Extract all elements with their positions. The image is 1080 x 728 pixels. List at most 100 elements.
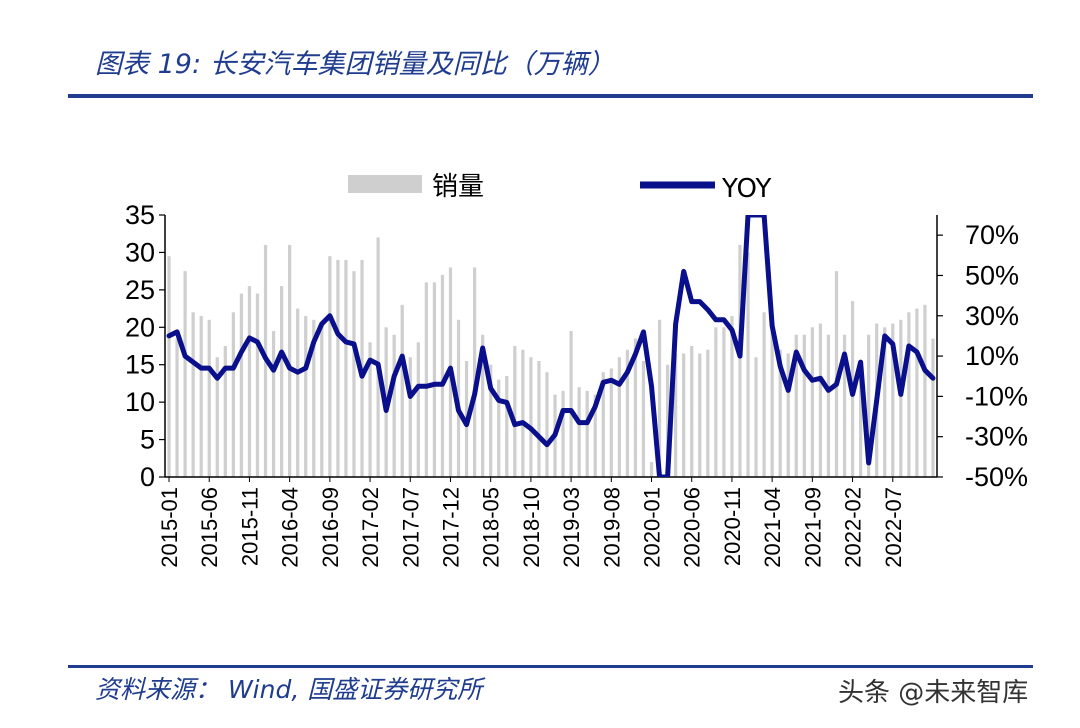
bar-2017-09	[424, 282, 428, 477]
x-tick-label: 2019-03	[559, 487, 584, 568]
bar-2018-05	[489, 364, 493, 477]
x-tick-label: 2020-11	[720, 487, 745, 566]
bar-2016-03	[280, 286, 284, 477]
x-tick-label: 2016-09	[318, 487, 343, 568]
x-tick-label: 2020-01	[640, 487, 665, 568]
bar-2020-12	[738, 244, 742, 477]
bar-2016-06	[304, 316, 308, 477]
bar-2015-01	[167, 256, 171, 477]
bar-2018-11	[537, 360, 541, 477]
bar-2015-11	[247, 286, 252, 477]
bar-2016-10	[336, 259, 340, 477]
x-tick-label: 2020-06	[680, 487, 705, 568]
bar-2016-04	[288, 244, 292, 477]
bar-2016-05	[296, 308, 300, 477]
x-ticks: 2015-01 2015-06 2015-11 2016-04 2016-09 2017-…	[157, 477, 906, 568]
bar-2020-07	[698, 353, 702, 477]
bar-2021-06	[786, 353, 790, 477]
y-right-tick-label: -10%	[965, 381, 1028, 411]
bar-2020-10	[722, 327, 726, 477]
axes-group	[164, 215, 938, 478]
yoy-line	[166, 215, 936, 477]
y-right-ticks: -50% -30% -10% 10% 30% 50% 70%	[937, 220, 1028, 492]
bar-2019-04	[577, 387, 581, 477]
x-tick-label: 2019-08	[599, 487, 624, 568]
bar-2018-10	[529, 357, 533, 477]
bar-2018-06	[497, 379, 501, 477]
bar-2019-09	[617, 357, 621, 477]
x-tick-label: 2022-07	[881, 487, 906, 568]
bar-2019-12	[641, 360, 646, 477]
bar-2017-08	[416, 342, 420, 477]
bottom-rule	[68, 665, 1033, 668]
bar-2021-05	[778, 349, 782, 477]
x-tick-label: 2021-04	[760, 487, 785, 568]
bar-2018-08	[513, 346, 517, 477]
bar-2019-05	[585, 390, 589, 477]
bar-2018-04	[481, 334, 485, 477]
bar-2016-07	[312, 319, 316, 477]
y-left-tick-label: 10	[125, 387, 155, 417]
bar-2018-12	[545, 372, 549, 477]
bar-2019-11	[633, 338, 638, 477]
bar-2016-02	[271, 331, 276, 477]
bar-2017-10	[432, 282, 437, 477]
bar-2020-05	[682, 353, 686, 477]
bar-2022-09	[907, 312, 911, 477]
chart-svg: 销量 YOY 0 5 10 15 20 25 30 35 -50% -30% -10% 10% 30%…	[125, 172, 1028, 568]
legend-label-yoy: YOY	[721, 174, 772, 204]
bar-2021-10	[818, 323, 823, 477]
y-right-tick-label: 30%	[965, 301, 1019, 331]
bar-2020-06	[690, 346, 694, 477]
chart-title: 图表 19: 长安汽车集团销量及同比（万辆）	[95, 49, 615, 80]
bar-2022-06	[883, 327, 887, 477]
bar-2019-03	[569, 331, 573, 477]
bar-2020-09	[714, 327, 718, 477]
x-tick-label: 2015-01	[157, 487, 182, 568]
bar-2020-03	[666, 364, 670, 477]
bar-2015-12	[255, 293, 260, 477]
bar-2020-01	[649, 462, 654, 477]
bar-2022-03	[859, 372, 863, 477]
bar-2021-09	[810, 327, 814, 477]
bar-2021-02	[754, 357, 758, 477]
bar-2019-06	[593, 394, 597, 477]
bar-2021-07	[794, 334, 798, 477]
y-left-tick-label: 5	[140, 425, 155, 455]
bar-2016-09	[328, 256, 332, 477]
bar-2019-10	[625, 349, 630, 477]
top-rule	[68, 94, 1033, 98]
bar-2022-01	[842, 334, 847, 477]
x-tick-label: 2015-11	[237, 487, 262, 566]
bar-2018-07	[505, 375, 509, 477]
bar-2015-04	[191, 312, 195, 477]
bar-2022-10	[915, 308, 919, 477]
bar-2019-02	[561, 390, 565, 477]
bar-2021-01	[746, 252, 750, 477]
bar-2021-11	[826, 334, 831, 477]
legend-swatch-sales	[348, 175, 422, 193]
bar-2016-12	[352, 271, 356, 477]
bar-2017-05	[392, 334, 396, 477]
source-note: 资料来源： Wind, 国盛证券研究所	[95, 675, 483, 704]
bar-2020-02	[657, 319, 662, 477]
bar-2022-12	[931, 338, 935, 477]
legend-label-sales: 销量	[432, 172, 484, 202]
yoy-line-group	[166, 215, 936, 477]
x-tick-label: 2022-02	[841, 487, 866, 568]
bar-2017-07	[408, 357, 412, 477]
x-tick-label: 2017-02	[358, 487, 383, 568]
bar-2021-03	[762, 312, 766, 477]
bar-2016-11	[344, 259, 348, 477]
bar-2015-07	[215, 357, 219, 477]
bar-2015-05	[199, 316, 203, 477]
bar-2018-09	[521, 349, 525, 477]
bar-2015-06	[207, 319, 211, 477]
x-tick-label: 2018-05	[479, 487, 504, 568]
y-left-tick-label: 25	[125, 275, 155, 305]
bar-2022-07	[891, 323, 895, 477]
bar-2017-06	[400, 304, 404, 477]
x-tick-label: 2017-07	[398, 487, 423, 568]
bar-2021-08	[802, 334, 806, 477]
bar-2020-11	[730, 316, 734, 477]
